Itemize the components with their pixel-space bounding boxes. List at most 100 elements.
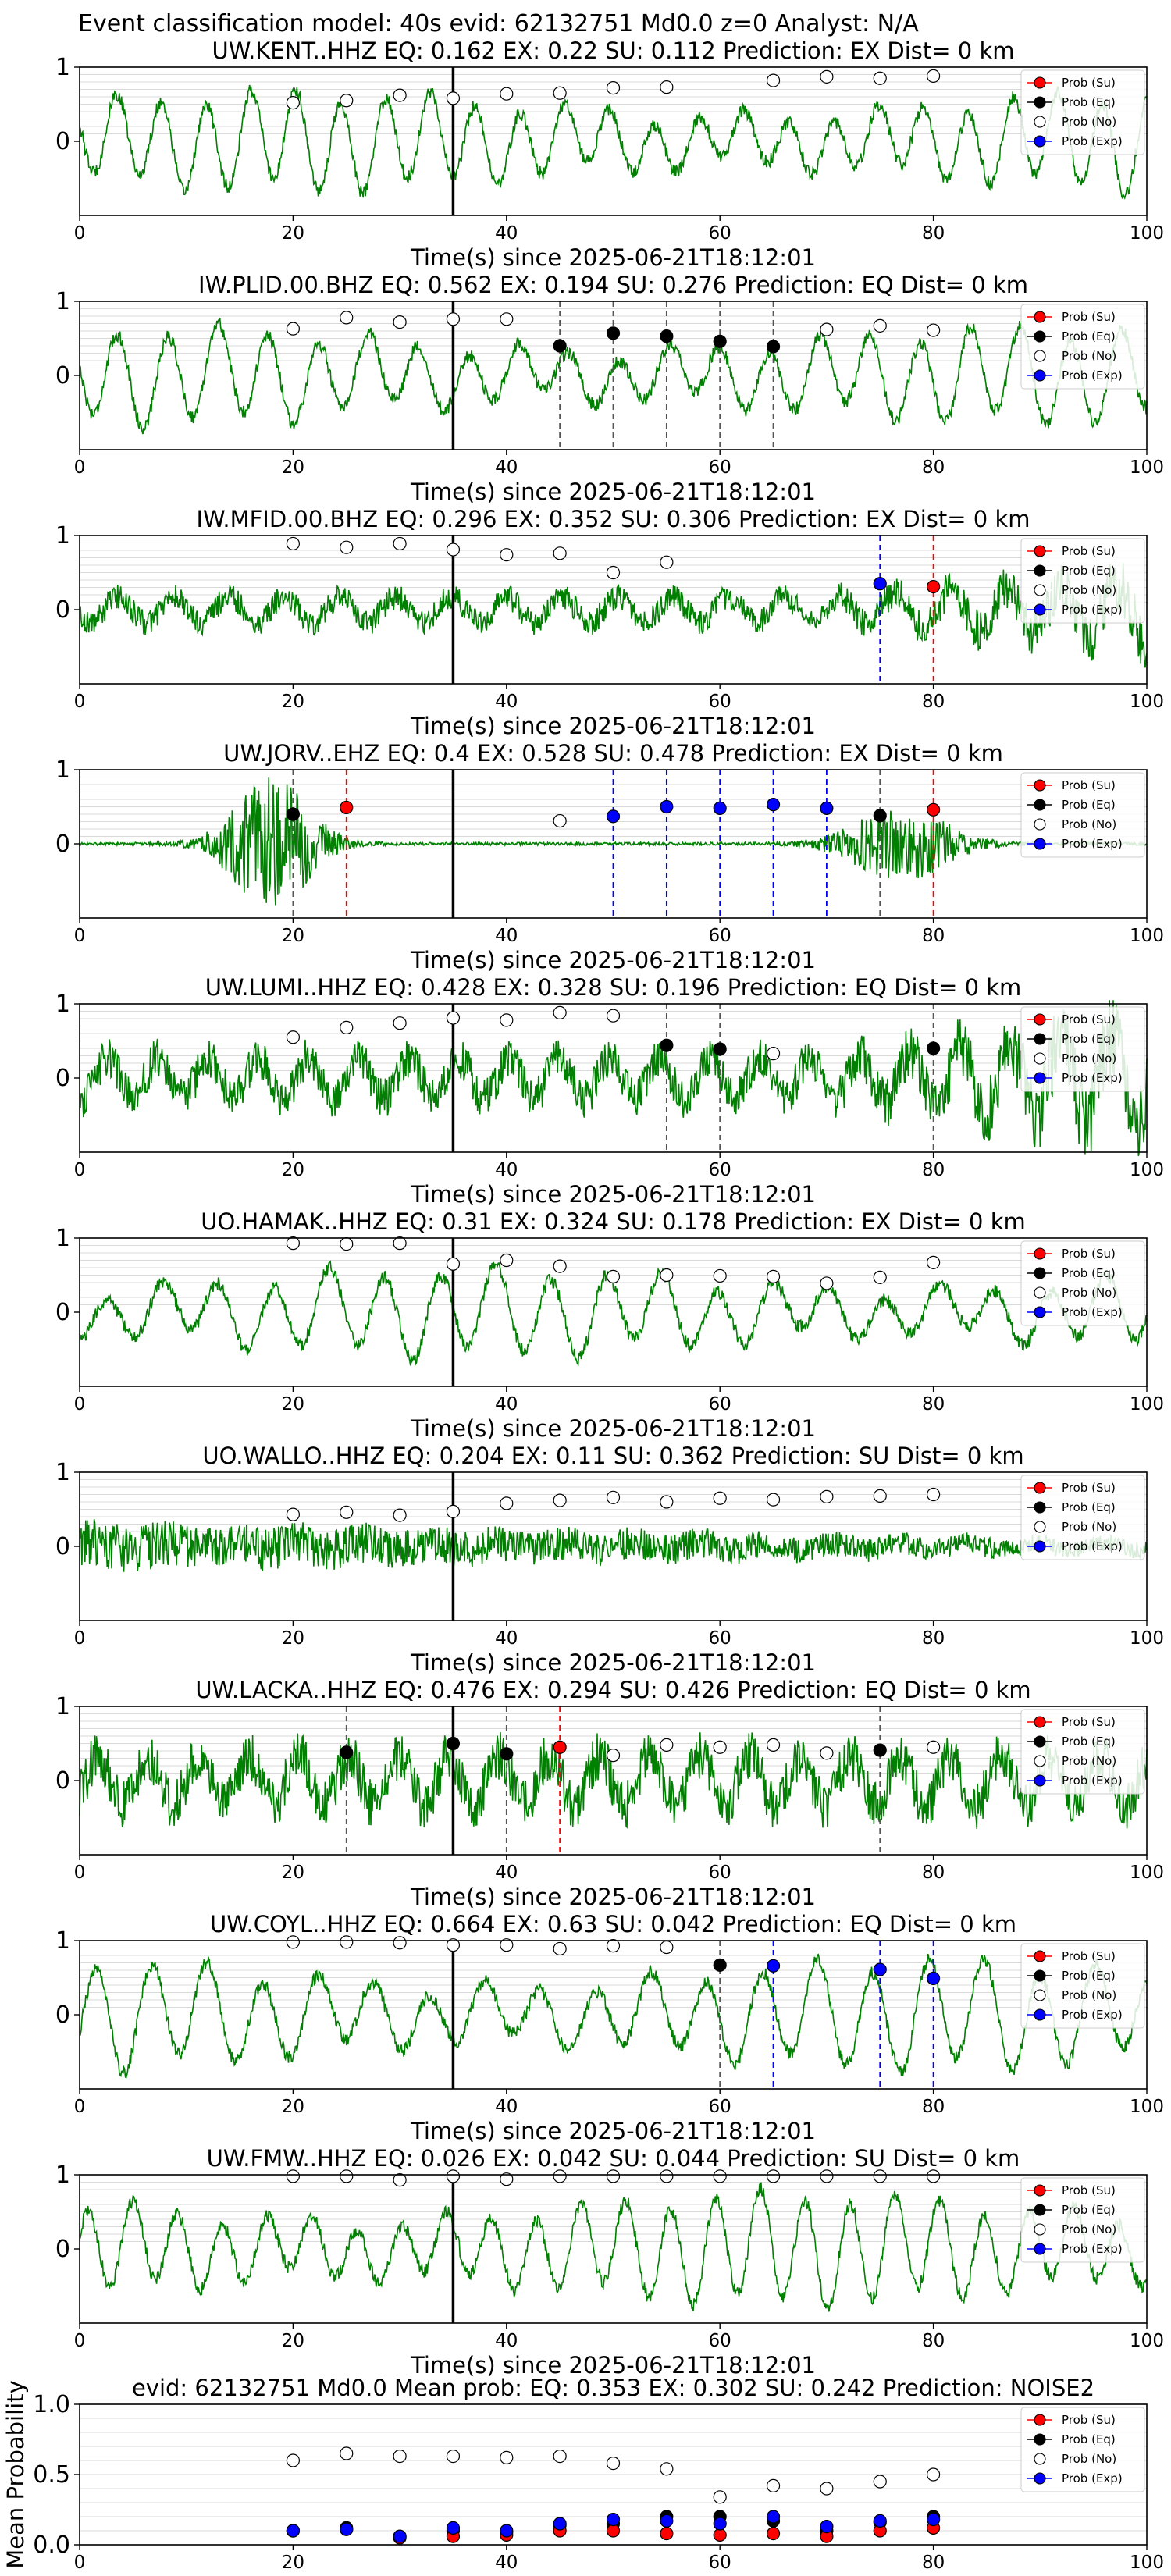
legend-marker-eq	[1034, 1735, 1046, 1748]
x-tick-label: 40	[495, 1863, 518, 1883]
y-tick-label: 0	[55, 1065, 70, 1092]
prob-marker-no	[446, 1011, 461, 1025]
y-tick-label: 1.0	[33, 2391, 70, 2418]
prob-marker-no	[553, 1493, 567, 1507]
prob-marker-no	[873, 71, 887, 85]
prob-marker-no	[766, 2169, 781, 2183]
panel-title: UO.WALLO..HHZ EQ: 0.204 EX: 0.11 SU: 0.3…	[202, 1443, 1023, 1469]
y-tick-label: 1	[55, 2161, 70, 2189]
prob-marker-exp	[500, 2524, 514, 2538]
prob-marker-no	[660, 1738, 674, 1752]
x-tick-label: 100	[1130, 1628, 1164, 1649]
prob-marker-eq	[766, 340, 781, 354]
legend-marker-eq	[1034, 2433, 1046, 2446]
legend-marker-su	[1034, 1482, 1046, 1494]
prob-marker-eq	[713, 334, 727, 348]
prob-marker-su	[926, 802, 941, 817]
legend-marker-eq	[1034, 1267, 1046, 1279]
legend-label: Prob (Eq)	[1062, 329, 1116, 343]
prob-marker-no	[500, 1253, 514, 1268]
x-axis-label: Time(s) since 2025-06-21T18:12:01	[410, 947, 816, 973]
prob-marker-no	[286, 1236, 300, 1251]
legend-label: Prob (Eq)	[1062, 1500, 1116, 1514]
legend-label: Prob (Su)	[1062, 1247, 1116, 1261]
x-axis-label: Time(s) since 2025-06-21T18:12:01	[410, 1649, 816, 1676]
legend-marker-su	[1034, 779, 1046, 792]
y-axis-label: Mean Probability	[2, 2380, 29, 2569]
prob-marker-exp	[713, 801, 727, 816]
panel-title: UW.LACKA..HHZ EQ: 0.476 EX: 0.294 SU: 0.…	[195, 1677, 1030, 1703]
panel-title: IW.PLID.00.BHZ EQ: 0.562 EX: 0.194 SU: 0…	[198, 272, 1028, 298]
x-tick-label: 100	[1130, 926, 1164, 946]
x-tick-label: 60	[709, 926, 731, 946]
x-tick-label: 80	[922, 926, 945, 946]
legend-marker-eq	[1034, 1033, 1046, 1045]
prob-marker-exp	[660, 2514, 674, 2528]
legend-marker-eq	[1034, 799, 1046, 811]
legend-marker-exp	[1034, 135, 1046, 148]
prob-marker-exp	[660, 799, 674, 814]
x-tick-label: 80	[922, 2097, 945, 2117]
y-tick-label: 1	[55, 522, 70, 550]
x-axis-label: Time(s) since 2025-06-21T18:12:01	[410, 479, 816, 505]
prob-marker-no	[766, 1269, 781, 1284]
prob-marker-no	[393, 2173, 407, 2187]
x-tick-label: 100	[1130, 457, 1164, 478]
prob-marker-no	[660, 1495, 674, 1509]
prob-marker-no	[606, 80, 621, 95]
x-tick-label: 80	[922, 223, 945, 244]
panel-title: UO.HAMAK..HHZ EQ: 0.31 EX: 0.324 SU: 0.1…	[201, 1208, 1026, 1235]
prob-marker-exp	[873, 1962, 887, 1976]
prob-marker-no	[820, 1489, 834, 1503]
x-tick-label: 40	[495, 457, 518, 478]
prob-marker-no	[340, 2446, 354, 2460]
legend: Prob (Su) Prob (Eq) Prob (No) Prob (Exp)	[1020, 2177, 1145, 2263]
prob-marker-no	[820, 2169, 834, 2183]
y-tick-label: 1	[55, 1693, 70, 1720]
prob-marker-eq	[340, 1745, 354, 1759]
legend-marker-su	[1034, 1950, 1046, 1962]
prob-marker-no	[340, 94, 354, 108]
y-tick-label: 1	[55, 756, 70, 784]
prob-marker-exp	[766, 798, 781, 812]
prob-marker-no	[553, 546, 567, 560]
legend-label: Prob (Su)	[1062, 2413, 1116, 2427]
prob-marker-eq	[660, 1038, 674, 1052]
prob-marker-no	[553, 1005, 567, 1020]
panel-7: UO.WALLO..HHZ EQ: 0.204 EX: 0.11 SU: 0.3…	[55, 1443, 1164, 1676]
legend-marker-exp	[1034, 1306, 1046, 1318]
legend: Prob (Su) Prob (Eq) Prob (No) Prob (Exp)	[1020, 772, 1145, 858]
prob-marker-no	[340, 311, 354, 325]
legend: Prob (Su) Prob (Eq) Prob (No) Prob (Exp)	[1020, 69, 1145, 155]
legend-marker-exp	[1034, 603, 1046, 616]
legend-label: Prob (No)	[1062, 115, 1116, 129]
prob-marker-no	[286, 96, 300, 110]
panel-5: UW.LUMI..HHZ EQ: 0.428 EX: 0.328 SU: 0.1…	[55, 974, 1164, 1208]
y-tick-label: 0.5	[33, 2461, 70, 2489]
panel-title: IW.MFID.00.BHZ EQ: 0.296 EX: 0.352 SU: 0…	[196, 506, 1030, 532]
legend-marker-su	[1034, 1247, 1046, 1260]
x-axis-label: Time(s) since 2025-06-21T18:12:01	[410, 1181, 816, 1208]
legend-label: Prob (No)	[1062, 1754, 1116, 1768]
prob-marker-no	[446, 543, 461, 557]
prob-marker-no	[393, 88, 407, 102]
legend-marker-eq	[1034, 2204, 1046, 2216]
panel-title: UW.KENT..HHZ EQ: 0.162 EX: 0.22 SU: 0.11…	[212, 37, 1015, 64]
x-tick-label: 60	[709, 1863, 731, 1883]
prob-marker-no	[286, 1030, 300, 1044]
x-tick-label: 40	[495, 926, 518, 946]
prob-marker-eq	[500, 1747, 514, 1761]
legend-marker-eq	[1034, 564, 1046, 577]
prob-marker-no	[766, 1047, 781, 1061]
x-tick-label: 100	[1130, 2553, 1164, 2573]
prob-marker-no	[340, 1020, 354, 1035]
y-tick-label: 1	[55, 991, 70, 1018]
prob-marker-no	[340, 2169, 354, 2183]
legend-label: Prob (No)	[1062, 349, 1116, 363]
prob-marker-no	[606, 2457, 621, 2471]
legend-label: Prob (Exp)	[1062, 368, 1123, 382]
prob-marker-no	[820, 1276, 834, 1290]
waveform-trace	[79, 1000, 1148, 1156]
prob-marker-no	[393, 315, 407, 329]
